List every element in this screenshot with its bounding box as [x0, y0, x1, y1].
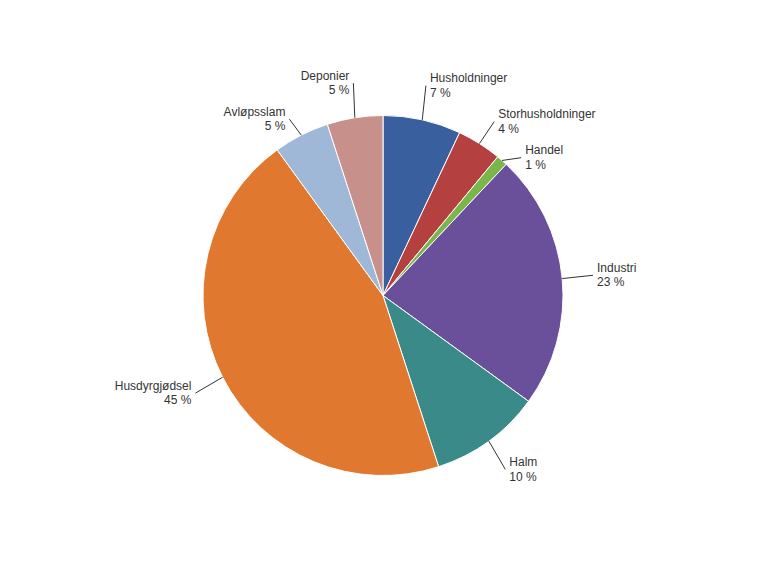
svg-text:Storhusholdninger4 %: Storhusholdninger4 % [498, 107, 595, 135]
svg-text:Husdyrgjødsel45 %: Husdyrgjødsel45 % [115, 379, 192, 407]
svg-text:Avløpsslam5 %: Avløpsslam5 % [224, 105, 286, 133]
svg-text:Handel1 %: Handel1 % [525, 143, 563, 171]
svg-text:Deponier5 %: Deponier5 % [301, 69, 350, 97]
svg-text:Husholdninger7 %: Husholdninger7 % [430, 71, 507, 99]
svg-text:Halm10 %: Halm10 % [509, 455, 537, 483]
svg-text:Industri23 %: Industri23 % [597, 261, 636, 289]
